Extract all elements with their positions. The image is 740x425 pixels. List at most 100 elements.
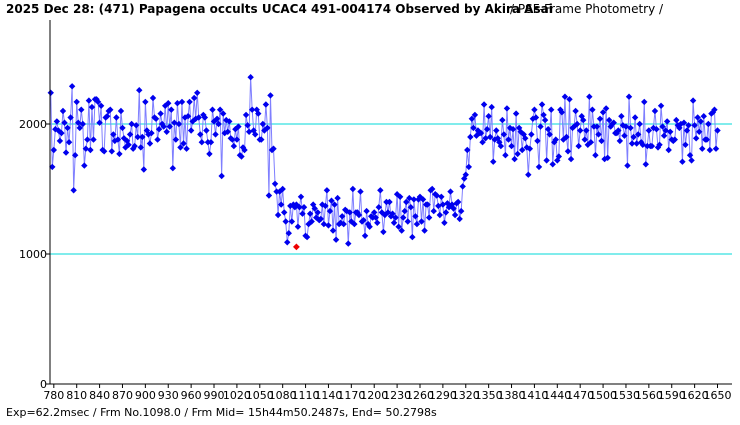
data-point <box>171 119 178 126</box>
x-tick-label: 1470 <box>566 389 594 402</box>
data-point <box>306 210 314 217</box>
data-point <box>198 139 206 146</box>
data-point <box>595 131 602 138</box>
data-point <box>216 106 224 113</box>
data-point <box>641 98 648 106</box>
data-point <box>314 209 321 216</box>
x-tick-label: 810 <box>66 389 87 402</box>
data-point <box>604 154 611 161</box>
data-point <box>406 194 413 202</box>
data-point <box>119 124 126 132</box>
data-point <box>294 223 302 230</box>
data-point <box>168 106 175 113</box>
data-point <box>540 111 547 119</box>
data-point <box>705 120 712 128</box>
data-point <box>61 119 68 126</box>
data-point <box>197 131 204 138</box>
data-point <box>602 105 610 112</box>
data-point <box>308 218 315 225</box>
data-point <box>229 136 236 143</box>
data-point <box>639 141 646 148</box>
data-point <box>605 116 613 124</box>
data-point <box>662 127 669 134</box>
data-point <box>691 122 698 129</box>
data-point <box>142 98 149 106</box>
data-point <box>682 141 689 148</box>
data-point <box>88 103 96 111</box>
data-point <box>470 124 477 132</box>
data-point <box>598 137 605 145</box>
data-point <box>296 204 303 211</box>
data-point <box>500 131 508 138</box>
data-point <box>555 153 563 160</box>
data-point <box>712 145 720 152</box>
data-point <box>270 145 277 152</box>
data-point <box>528 131 535 138</box>
data-point <box>258 136 265 143</box>
data-point <box>554 157 561 164</box>
data-point <box>110 131 117 138</box>
data-point <box>563 133 570 141</box>
data-point <box>648 142 656 150</box>
data-point <box>65 139 73 146</box>
data-point <box>125 141 132 148</box>
data-point <box>186 98 193 106</box>
x-tick-label: 1380 <box>498 389 526 402</box>
data-point <box>468 115 476 122</box>
data-point <box>87 146 94 154</box>
data-point <box>82 145 90 152</box>
data-point <box>381 211 389 219</box>
data-point <box>107 106 114 113</box>
data-point <box>320 220 328 228</box>
data-point <box>184 113 192 120</box>
data-point <box>401 207 408 215</box>
data-point <box>244 122 251 129</box>
data-point <box>128 120 135 128</box>
data-point <box>94 98 102 106</box>
data-point <box>169 165 177 172</box>
data-point <box>70 187 77 194</box>
data-point <box>564 148 572 155</box>
data-point <box>213 115 221 122</box>
x-tick-label: 1440 <box>543 389 571 402</box>
data-point <box>505 136 512 143</box>
data-point <box>657 102 665 109</box>
data-point <box>126 131 134 138</box>
data-point <box>331 201 338 208</box>
x-tick-label: 1320 <box>452 389 480 402</box>
data-point <box>674 122 682 129</box>
data-point <box>575 142 582 150</box>
data-point <box>195 114 202 121</box>
data-point <box>537 123 544 130</box>
data-point <box>177 144 184 151</box>
data-point <box>323 187 331 194</box>
data-point <box>570 123 578 130</box>
data-point <box>84 136 91 143</box>
data-point <box>210 118 218 125</box>
data-point <box>642 161 649 168</box>
data-point <box>117 107 125 115</box>
data-point <box>155 126 163 133</box>
x-tick-label: 1110 <box>292 389 320 402</box>
data-point <box>433 192 440 199</box>
y-ticks: 0 1000 2000 <box>19 118 50 391</box>
data-point <box>480 101 488 108</box>
data-point <box>372 214 379 221</box>
data-point <box>633 140 640 147</box>
x-tick-label: 1290 <box>429 389 457 402</box>
data-point <box>552 136 559 143</box>
data-point <box>700 113 707 120</box>
data-point <box>447 188 454 195</box>
data-point <box>697 118 704 125</box>
x-tick-label: 1530 <box>612 389 640 402</box>
data-point <box>636 120 643 128</box>
data-point <box>62 149 70 156</box>
data-point <box>711 106 718 113</box>
data-point <box>174 100 181 107</box>
data-point <box>583 127 590 134</box>
data-point <box>203 127 210 134</box>
data-point <box>450 205 457 212</box>
data-point <box>64 124 71 132</box>
data-point <box>58 129 65 137</box>
data-point <box>284 239 291 246</box>
